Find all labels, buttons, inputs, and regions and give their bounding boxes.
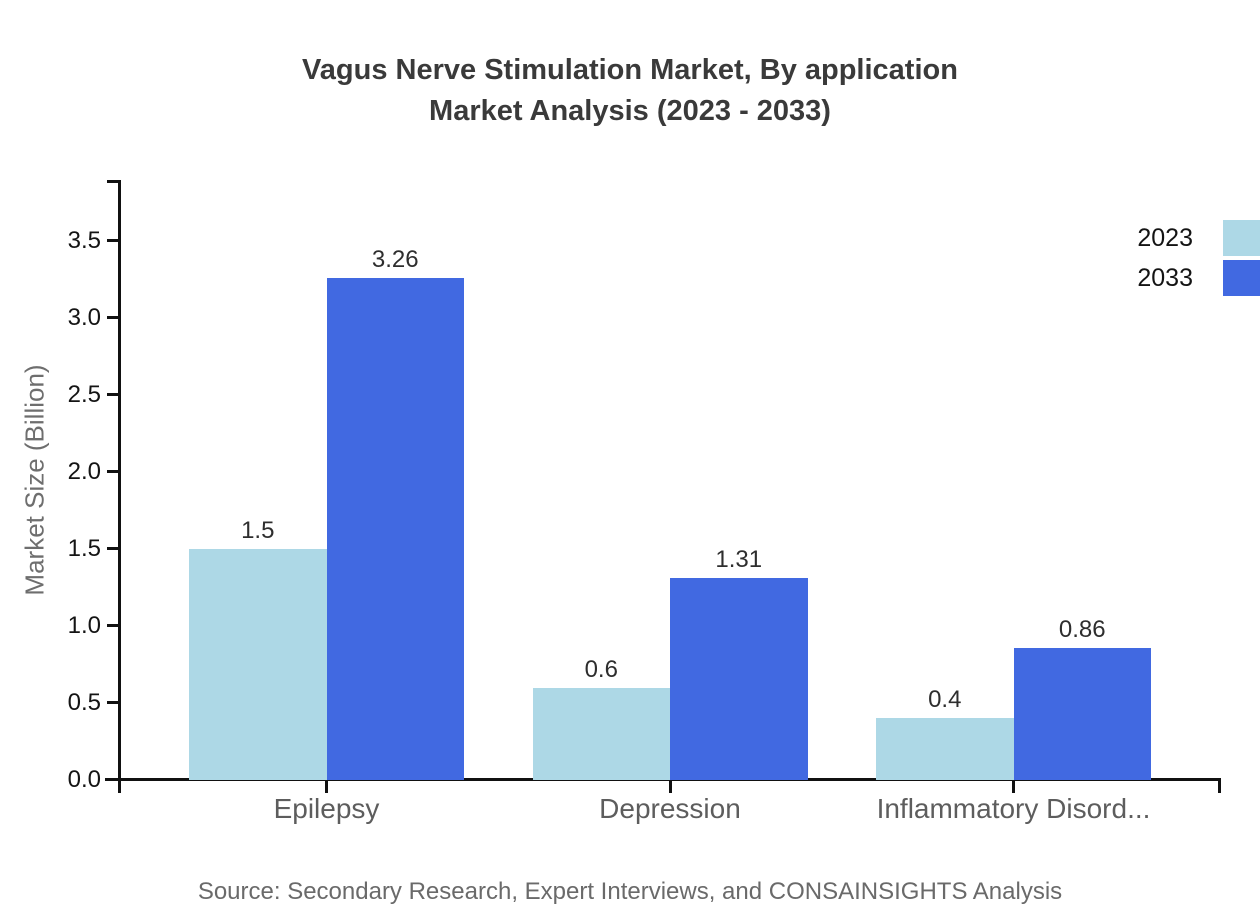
y-axis-line [118, 180, 121, 793]
bar-2033-epilepsy [326, 278, 464, 780]
legend-label: 2033 [1137, 263, 1193, 292]
y-axis-tick-label: 0.0 [67, 766, 101, 793]
bar-value-label: 3.26 [371, 246, 419, 273]
y-axis-tick-label: 1.0 [67, 612, 101, 639]
x-axis-tick [1012, 780, 1015, 793]
y-axis-tick-label: 3.5 [67, 227, 101, 254]
legend-swatch [1223, 220, 1260, 256]
y-axis-tick [107, 624, 120, 627]
chart-title: Vagus Nerve Stimulation Market, By appli… [0, 50, 1260, 132]
bar-2033-depression [670, 578, 808, 780]
bar-value-label: 0.4 [928, 686, 962, 713]
x-axis-tick [325, 780, 328, 793]
y-axis-tick [107, 470, 120, 473]
x-axis-category-label: Depression [599, 793, 741, 824]
x-axis-category-label: Epilepsy [273, 793, 380, 824]
y-axis-tick-label: 0.5 [67, 689, 101, 716]
y-axis-tick-label: 2.0 [67, 458, 101, 485]
y-axis-tick [107, 701, 120, 704]
bar-value-label: 1.5 [241, 517, 275, 544]
y-axis-tick-label: 3.0 [67, 304, 101, 331]
bar-value-label: 1.31 [715, 546, 763, 573]
x-axis-tick [668, 780, 672, 793]
y-axis-tick [107, 239, 120, 242]
y-axis-tick [107, 316, 120, 319]
bar-value-label: 0.6 [584, 656, 618, 683]
y-axis-tick [107, 393, 120, 396]
chart-title-line1: Vagus Nerve Stimulation Market, By appli… [302, 54, 958, 86]
legend-label: 2023 [1137, 223, 1193, 252]
bar-2023-inflammatory-disord [876, 718, 1014, 780]
source-note: Source: Secondary Research, Expert Inter… [197, 878, 1063, 905]
bar-value-label: 0.86 [1058, 616, 1106, 643]
y-axis-tick [107, 778, 120, 781]
x-axis-category-label: Inflammatory Disord... [876, 793, 1151, 824]
legend-item-2023: 2023 [1137, 220, 1260, 256]
y-axis-tick [107, 547, 120, 550]
x-axis-right-cap [1218, 780, 1221, 793]
y-axis-tick-label: 1.5 [67, 535, 101, 562]
y-axis-top-cap [107, 180, 121, 183]
legend-swatch [1223, 260, 1260, 296]
y-axis-tick-label: 2.5 [67, 381, 101, 408]
legend-item-2033: 2033 [1137, 260, 1260, 296]
bar-2023-epilepsy [189, 549, 327, 780]
bar-2033-inflammatory-disord [1013, 648, 1151, 780]
bar-2023-depression [532, 688, 670, 780]
chart-title-line2: Market Analysis (2023 - 2033) [429, 95, 831, 127]
